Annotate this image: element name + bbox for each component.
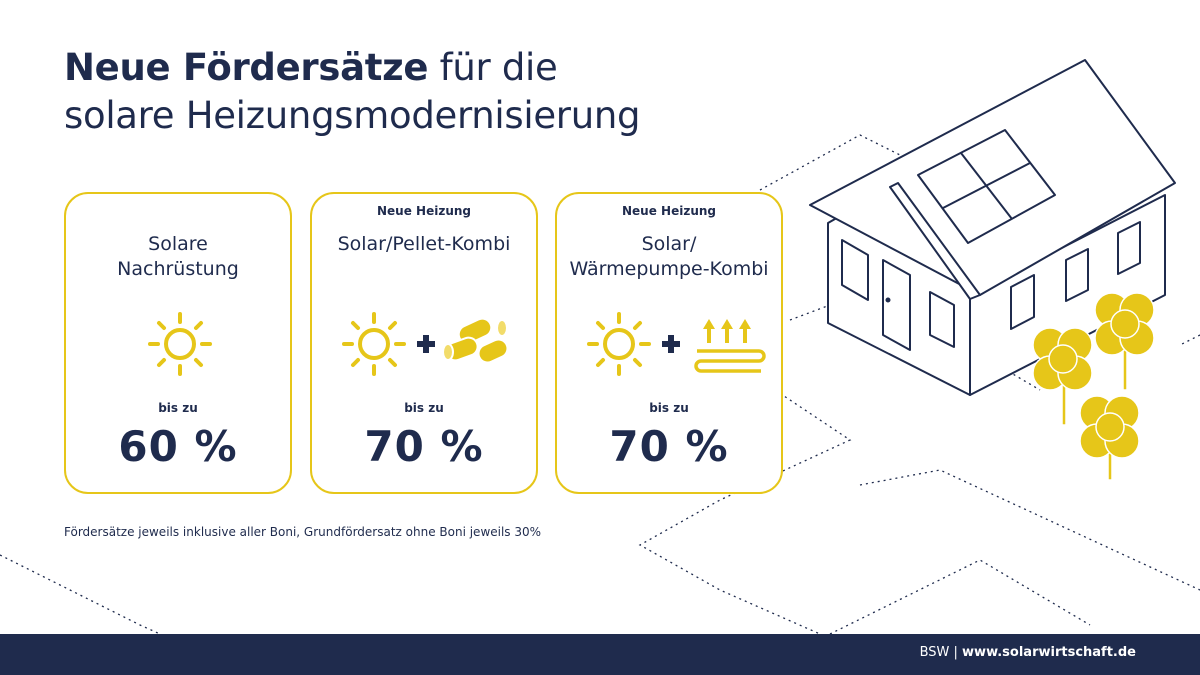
sun-icon bbox=[148, 312, 212, 376]
card-title-line1: Solar/Pellet-Kombi bbox=[337, 233, 511, 255]
card-percentage: 70 % bbox=[364, 422, 484, 471]
title-rest: für die bbox=[428, 46, 558, 89]
tree-icon bbox=[1094, 292, 1155, 391]
card-solar-pellet-kombi: Neue Heizung Solar/Pellet-Kombi bbox=[310, 192, 538, 494]
card-title-line1: Solare bbox=[148, 233, 208, 255]
pellets-icon bbox=[442, 317, 509, 364]
page-title: Neue Fördersätze für die solare Heizungs… bbox=[64, 44, 784, 140]
card-bis-label: bis zu bbox=[404, 401, 444, 415]
window-icon bbox=[1117, 221, 1141, 275]
house-illustration bbox=[809, 59, 1176, 481]
card-solare-nachruestung: Solare Nachrüstung bis zu 60 % bbox=[64, 192, 292, 494]
footer-website-link[interactable]: www.solarwirtschaft.de bbox=[962, 645, 1136, 660]
title-bold: Neue Fördersätze bbox=[64, 46, 429, 89]
card-bis-label: bis zu bbox=[158, 401, 198, 415]
tree-icon bbox=[1079, 395, 1140, 481]
tree-icon bbox=[1032, 327, 1093, 426]
footer-org: BSW bbox=[919, 645, 950, 660]
card-solar-waermepumpe-kombi: Neue Heizung Solar/ Wärmepumpe-Kombi bbox=[555, 192, 783, 494]
card-icons bbox=[148, 312, 212, 376]
plus-icon bbox=[417, 335, 435, 353]
window-icon bbox=[841, 239, 869, 301]
card-title: Solar/ Wärmepumpe-Kombi bbox=[557, 232, 781, 282]
sun-icon bbox=[342, 312, 406, 376]
window-icon bbox=[1010, 274, 1035, 330]
title-line2: solare Heizungsmodernisierung bbox=[64, 94, 641, 137]
card-icons bbox=[587, 312, 766, 376]
heat-pump-icon bbox=[694, 319, 766, 373]
window-icon bbox=[929, 291, 955, 348]
sun-icon bbox=[587, 312, 651, 376]
card-bis-label: bis zu bbox=[649, 401, 689, 415]
card-title-line1: Solar/ bbox=[641, 233, 697, 255]
card-title-line2: Nachrüstung bbox=[117, 258, 239, 280]
card-kicker: Neue Heizung bbox=[622, 204, 716, 218]
card-percentage: 60 % bbox=[118, 422, 238, 471]
card-title: Solar/Pellet-Kombi bbox=[312, 232, 536, 257]
card-kicker: Neue Heizung bbox=[377, 204, 471, 218]
card-icons bbox=[342, 312, 509, 376]
door-icon bbox=[882, 259, 911, 351]
footer-credit: BSW | www.solarwirtschaft.de bbox=[920, 645, 1136, 660]
window-icon bbox=[1065, 248, 1089, 302]
footer-bar: BSW | www.solarwirtschaft.de bbox=[0, 634, 1200, 675]
card-percentage: 70 % bbox=[609, 422, 729, 471]
card-title: Solare Nachrüstung bbox=[66, 232, 290, 282]
card-title-line2: Wärmepumpe-Kombi bbox=[569, 258, 769, 280]
footer-separator: | bbox=[949, 645, 963, 660]
footnote: Fördersätze jeweils inklusive aller Boni… bbox=[64, 525, 542, 539]
plus-icon bbox=[662, 335, 680, 353]
